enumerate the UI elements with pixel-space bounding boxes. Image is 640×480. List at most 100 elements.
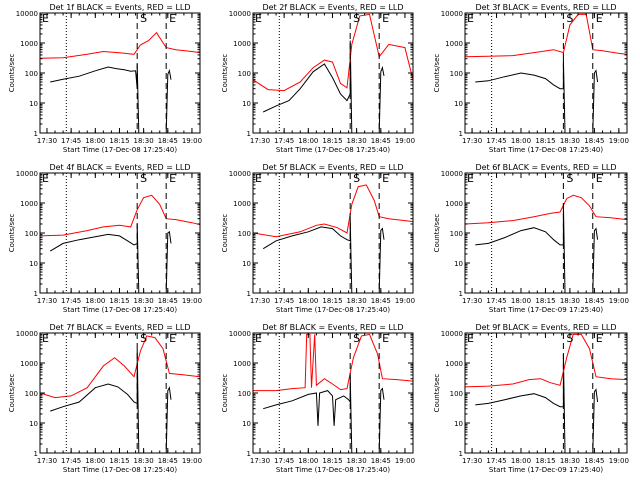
marker-label: E bbox=[596, 332, 603, 345]
panel-det-3: S E E 1 10 100 1000 10000 17:30 17:45 18:00 18:15 18… bbox=[433, 3, 629, 154]
events-series-line bbox=[50, 348, 172, 453]
y-tick-label: 10 bbox=[454, 100, 463, 108]
marker-label: S bbox=[353, 332, 360, 345]
lld-series-line bbox=[40, 31, 200, 59]
y-tick-label: 10 bbox=[242, 420, 251, 428]
corner-label: E bbox=[255, 332, 262, 345]
y-tick-label: 100 bbox=[25, 230, 38, 238]
y-axis-label: Counts/sec bbox=[433, 54, 441, 93]
y-tick-label: 10000 bbox=[441, 10, 463, 18]
y-tick-label: 10000 bbox=[441, 330, 463, 338]
y-tick-label: 1000 bbox=[445, 40, 463, 48]
x-tick-label: 18:00 bbox=[85, 297, 105, 305]
y-tick-label: 1000 bbox=[445, 360, 463, 368]
marker-label: S bbox=[353, 12, 360, 25]
marker-label: E bbox=[382, 332, 389, 345]
x-tick-label: 19:00 bbox=[182, 457, 202, 465]
x-tick-label: 17:45 bbox=[486, 137, 506, 145]
y-tick-label: 10000 bbox=[441, 170, 463, 178]
panel-title: Det 9f BLACK = Events, RED = LLD bbox=[475, 323, 616, 332]
corner-label: E bbox=[467, 332, 474, 345]
y-tick-label: 100 bbox=[238, 70, 251, 78]
y-tick-label: 1000 bbox=[233, 40, 251, 48]
axes-frame bbox=[252, 12, 414, 134]
y-tick-label: 1000 bbox=[233, 360, 251, 368]
lld-series-line bbox=[40, 194, 200, 237]
x-tick-label: 17:45 bbox=[486, 457, 506, 465]
x-tick-label: 19:00 bbox=[182, 137, 202, 145]
events-series-line bbox=[262, 218, 385, 293]
x-axis-label: Start Time (17-Dec-08 17:25:40) bbox=[63, 306, 177, 314]
x-tick-label: 17:45 bbox=[61, 137, 81, 145]
marker-label: E bbox=[169, 332, 176, 345]
x-tick-label: 18:15 bbox=[322, 297, 342, 305]
events-series-line bbox=[475, 58, 599, 133]
y-axis-label: Counts/sec bbox=[433, 214, 441, 253]
events-series-line bbox=[262, 40, 385, 133]
marker-label: E bbox=[382, 172, 389, 185]
panel-title: Det 1f BLACK = Events, RED = LLD bbox=[49, 3, 190, 12]
x-tick-label: 17:30 bbox=[37, 137, 57, 145]
x-tick-label: 17:30 bbox=[250, 137, 270, 145]
panel-title: Det 8f BLACK = Events, RED = LLD bbox=[262, 323, 403, 332]
x-tick-label: 17:30 bbox=[462, 137, 482, 145]
x-tick-label: 18:00 bbox=[85, 457, 105, 465]
y-tick-label: 10 bbox=[454, 260, 463, 268]
panel-det-7: S E E 1 10 100 1000 10000 17:30 17:45 18:00 18:15 18… bbox=[8, 323, 202, 474]
corner-label: E bbox=[467, 172, 474, 185]
y-tick-label: 100 bbox=[25, 390, 38, 398]
panel-title: Det 3f BLACK = Events, RED = LLD bbox=[475, 3, 616, 12]
axes-frame bbox=[464, 332, 628, 454]
x-axis-label: Start Time (17-Dec-08 17:25:40) bbox=[276, 306, 390, 314]
panel-det-4: S E E 1 10 100 1000 10000 17:30 17:45 18:00 18:15 18… bbox=[8, 163, 202, 314]
x-tick-label: 18:30 bbox=[347, 297, 367, 305]
y-axis-label: Counts/sec bbox=[433, 374, 441, 413]
lld-series-line bbox=[253, 184, 413, 238]
marker-label: E bbox=[169, 172, 176, 185]
x-tick-label: 19:00 bbox=[395, 137, 415, 145]
y-tick-label: 1 bbox=[247, 130, 251, 138]
y-tick-label: 10000 bbox=[229, 330, 251, 338]
x-tick-label: 18:45 bbox=[371, 457, 391, 465]
x-tick-label: 19:00 bbox=[395, 297, 415, 305]
x-tick-label: 18:00 bbox=[298, 137, 318, 145]
lld-series-line bbox=[253, 333, 413, 392]
x-tick-label: 17:45 bbox=[274, 457, 294, 465]
x-tick-label: 18:15 bbox=[535, 297, 555, 305]
x-tick-label: 17:45 bbox=[274, 137, 294, 145]
panel-det-5: S E E 1 10 100 1000 10000 17:30 17:45 18:00 18:15 18… bbox=[221, 163, 415, 314]
x-axis-label: Start Time (17-Dec-08 17:25:40) bbox=[276, 466, 390, 474]
x-tick-label: 17:45 bbox=[274, 297, 294, 305]
y-tick-label: 1000 bbox=[20, 40, 38, 48]
panel-det-9: S E E 1 10 100 1000 10000 17:30 17:45 18:00 18:15 18… bbox=[433, 323, 629, 474]
y-tick-label: 10000 bbox=[229, 10, 251, 18]
corner-label: E bbox=[255, 172, 262, 185]
marker-label: S bbox=[353, 172, 360, 185]
y-tick-label: 100 bbox=[25, 70, 38, 78]
x-tick-label: 18:15 bbox=[109, 137, 129, 145]
x-axis-label: Start Time (17-Dec-09 17:25:40) bbox=[489, 306, 603, 314]
x-tick-label: 18:30 bbox=[134, 457, 154, 465]
x-tick-label: 18:45 bbox=[371, 137, 391, 145]
axes-frame bbox=[39, 12, 201, 134]
x-tick-label: 19:00 bbox=[609, 297, 629, 305]
corner-label: E bbox=[42, 12, 49, 25]
y-axis-label: Counts/sec bbox=[221, 54, 229, 93]
panel-det-6: S E E 1 10 100 1000 10000 17:30 17:45 18:00 18:15 18… bbox=[433, 163, 629, 314]
x-tick-label: 18:00 bbox=[298, 457, 318, 465]
y-tick-label: 10 bbox=[29, 260, 38, 268]
y-axis-label: Counts/sec bbox=[8, 214, 16, 253]
marker-label: S bbox=[140, 172, 147, 185]
x-tick-label: 17:30 bbox=[37, 457, 57, 465]
lld-series-line bbox=[465, 194, 627, 225]
axes-frame bbox=[252, 172, 414, 294]
events-series-line bbox=[49, 223, 172, 293]
y-tick-label: 1 bbox=[459, 290, 463, 298]
y-tick-label: 1 bbox=[459, 130, 463, 138]
x-tick-label: 18:45 bbox=[371, 297, 391, 305]
x-tick-label: 17:30 bbox=[37, 297, 57, 305]
y-tick-label: 10 bbox=[29, 100, 38, 108]
x-tick-label: 18:30 bbox=[134, 297, 154, 305]
y-tick-label: 10 bbox=[242, 100, 251, 108]
x-tick-label: 18:30 bbox=[560, 297, 580, 305]
